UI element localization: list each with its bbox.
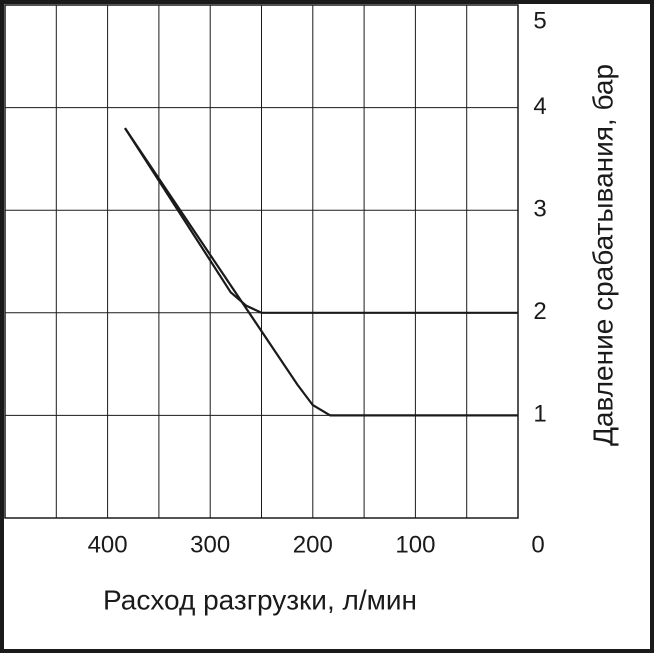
data-line <box>124 127 518 417</box>
y-tick-label: 1 <box>533 401 546 428</box>
plot-border <box>4 4 519 519</box>
y-tick-label: 3 <box>533 196 546 223</box>
x-tick-label: 200 <box>293 531 333 558</box>
y-tick-label: 4 <box>533 93 546 120</box>
x-tick-label: 0 <box>531 531 544 558</box>
x-tick-label: 100 <box>395 531 435 558</box>
y-tick-label: 5 <box>533 7 546 34</box>
x-tick-label: 400 <box>88 531 128 558</box>
x-tick-label: 300 <box>190 531 230 558</box>
data-line <box>124 127 518 314</box>
y-axis-label: Давление срабатывания, бар <box>587 64 618 446</box>
y-tick-label: 2 <box>533 298 546 325</box>
x-axis-label: Расход разгрузки, л/мин <box>103 584 417 615</box>
